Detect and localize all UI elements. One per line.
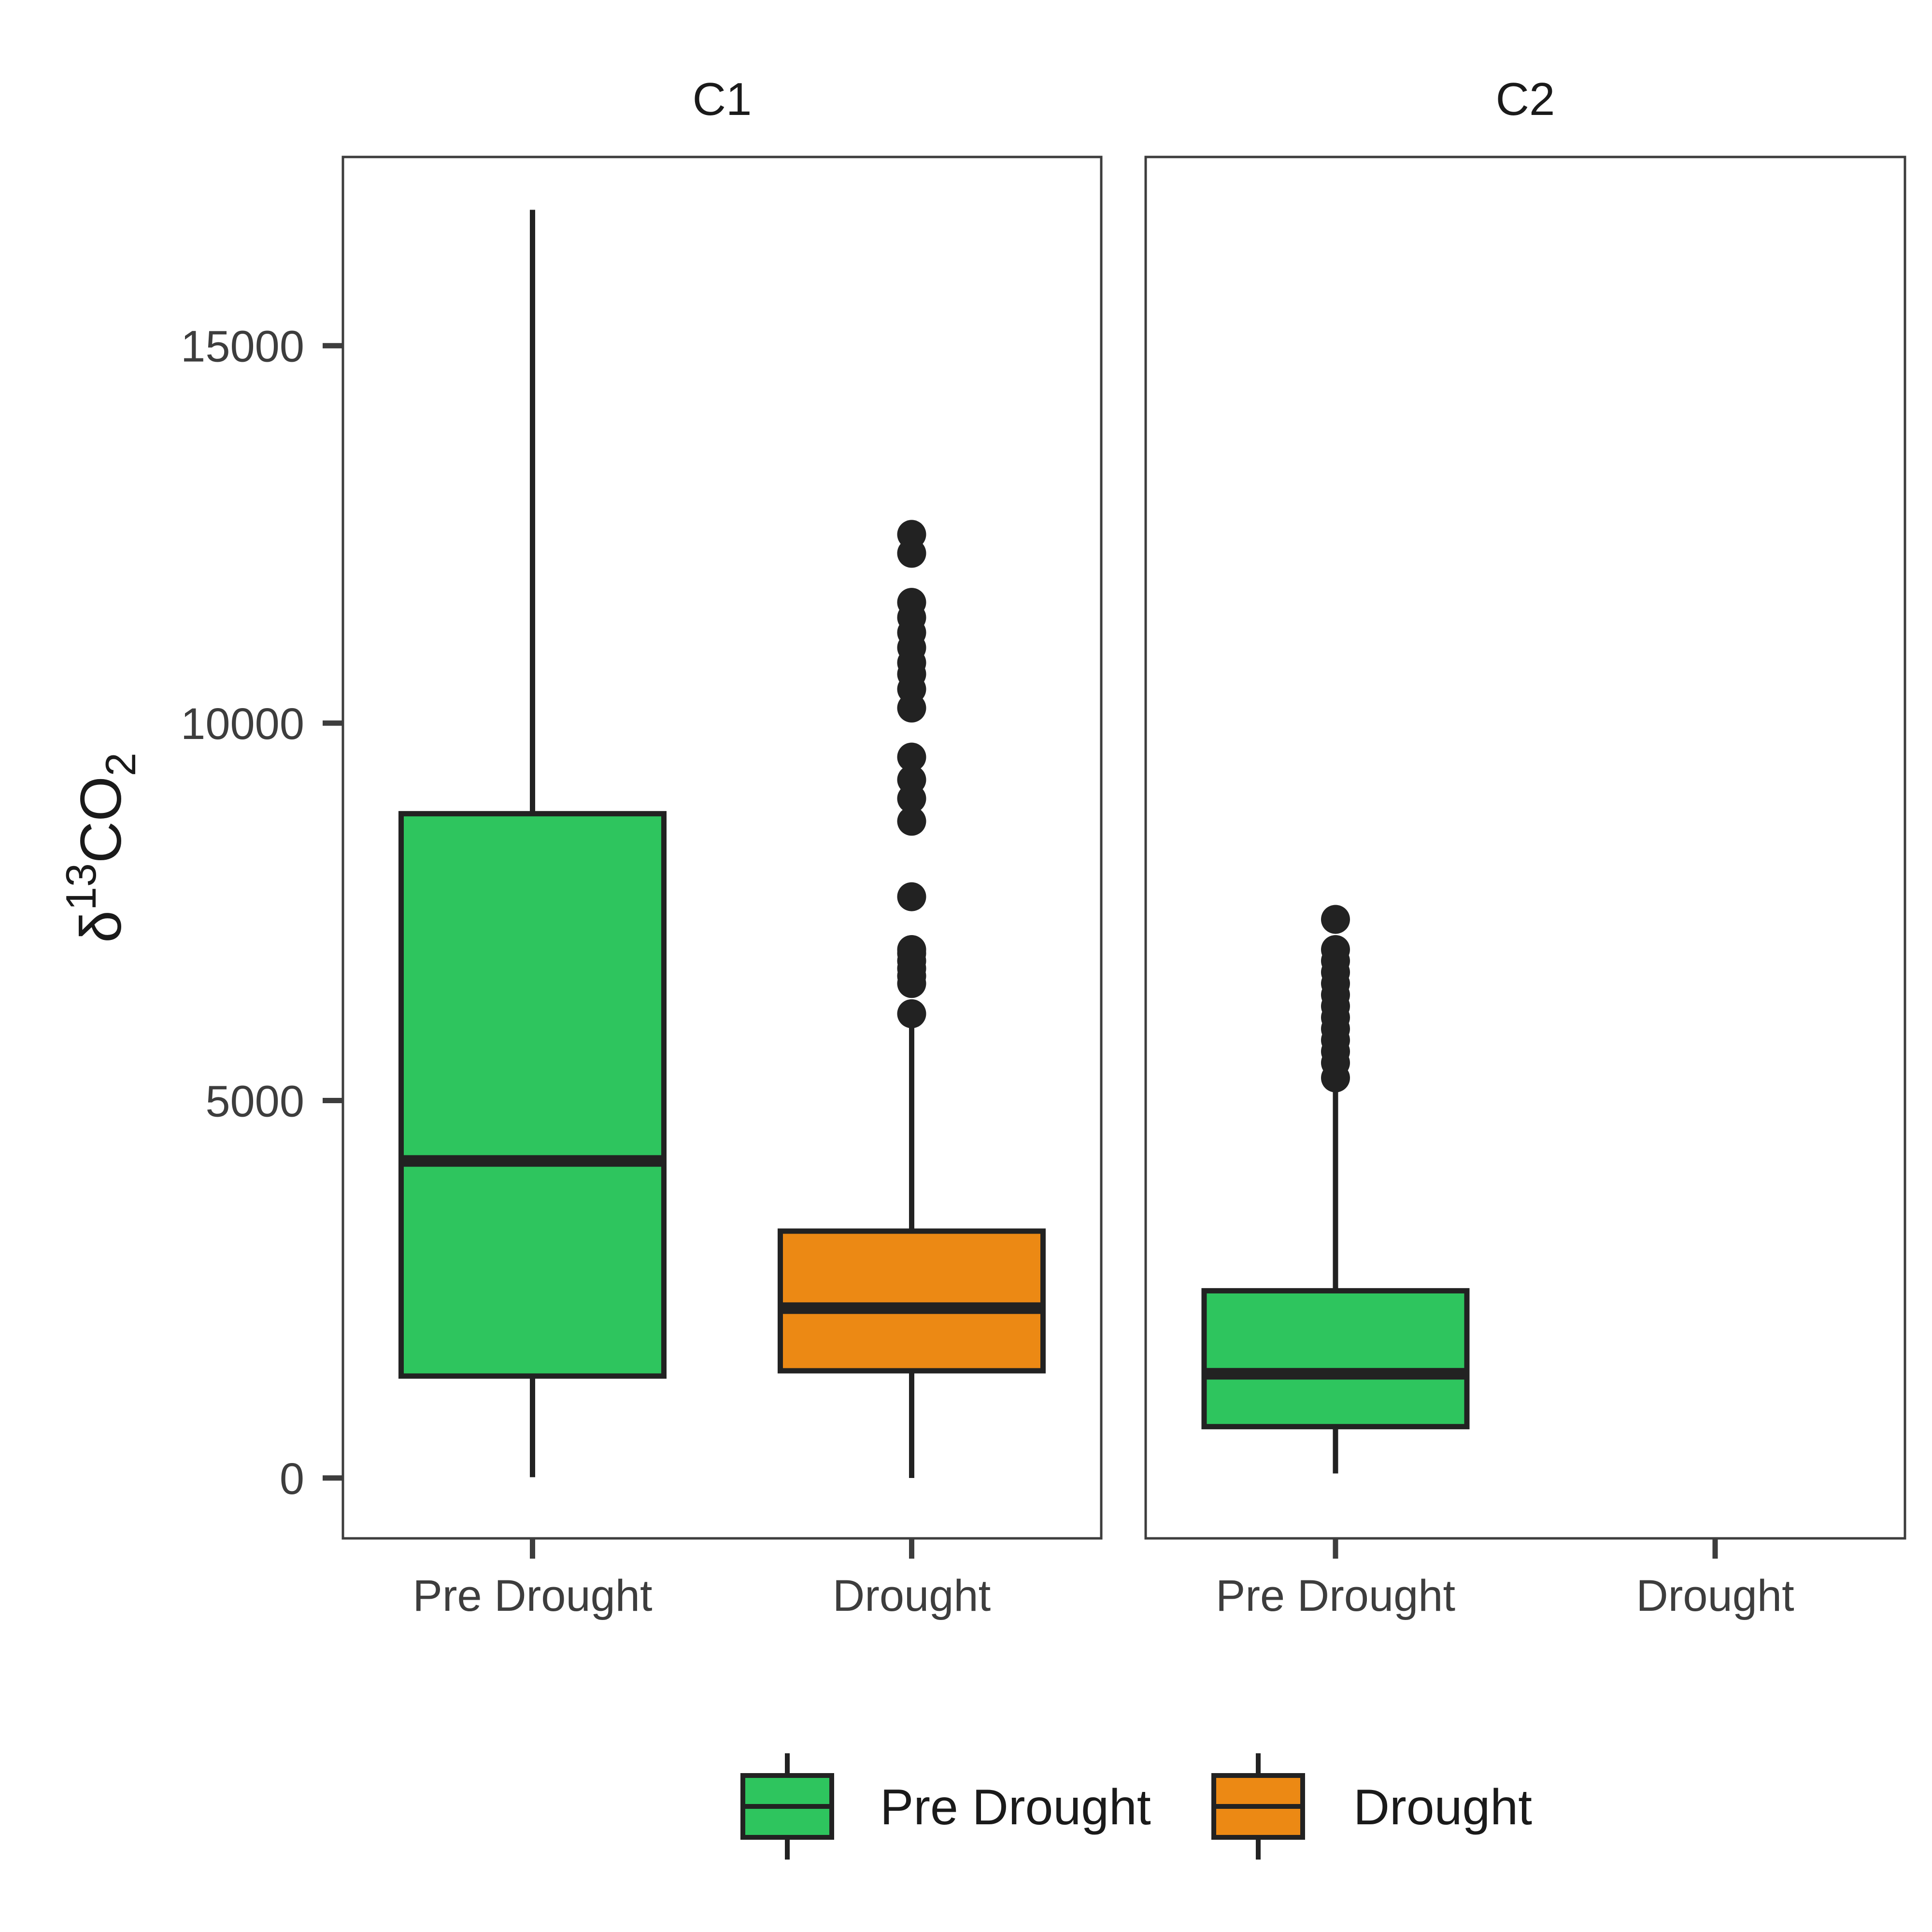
x-tick-label: Pre Drought — [1216, 1571, 1455, 1620]
box-iqr — [778, 1228, 1046, 1374]
legend: Pre Drought Drought — [740, 1753, 1532, 1860]
legend-key — [1211, 1753, 1305, 1860]
y-tick-label: 0 — [280, 1454, 304, 1504]
outlier-point — [897, 742, 926, 772]
outlier-point — [897, 588, 926, 617]
y-tick-label: 5000 — [205, 1077, 304, 1126]
outlier-point — [1321, 935, 1350, 964]
outlier-point — [897, 882, 926, 911]
outlier-point — [897, 765, 926, 795]
y-tick-label: 10000 — [181, 699, 304, 749]
y-axis-title: δ13CO2 — [57, 753, 144, 943]
box-iqr — [1201, 1288, 1470, 1430]
x-tick-label: Drought — [1636, 1571, 1794, 1620]
y-axis-title-part: 2 — [97, 753, 144, 776]
box-pre-drought — [398, 210, 667, 1477]
panel-strip-label: C2 — [1496, 73, 1555, 125]
outlier-point — [1321, 905, 1350, 934]
legend-label: Drought — [1353, 1779, 1532, 1835]
outlier-point — [897, 935, 926, 964]
panel-c2: C2 Pre Drought Drought — [1144, 73, 1906, 1620]
y-axis-title-part: δ — [69, 910, 133, 943]
y-axis-title-part: 13 — [57, 863, 105, 910]
outlier-point — [897, 807, 926, 836]
panel-c1: C1 Pre Drought Drought — [341, 73, 1103, 1620]
x-tick-label: Drought — [833, 1571, 991, 1620]
box-pre-drought — [1201, 905, 1470, 1474]
panel-strip-label: C1 — [693, 73, 752, 125]
outlier-point — [897, 999, 926, 1028]
y-tick-label: 15000 — [181, 322, 304, 371]
y-axis-title-part: CO — [69, 776, 133, 863]
box-iqr — [398, 811, 667, 1379]
x-tick-label: Pre Drought — [412, 1571, 652, 1620]
legend-label: Pre Drought — [880, 1779, 1151, 1835]
outlier-point — [897, 520, 926, 549]
legend-key — [740, 1753, 834, 1860]
box-drought — [778, 520, 1046, 1478]
